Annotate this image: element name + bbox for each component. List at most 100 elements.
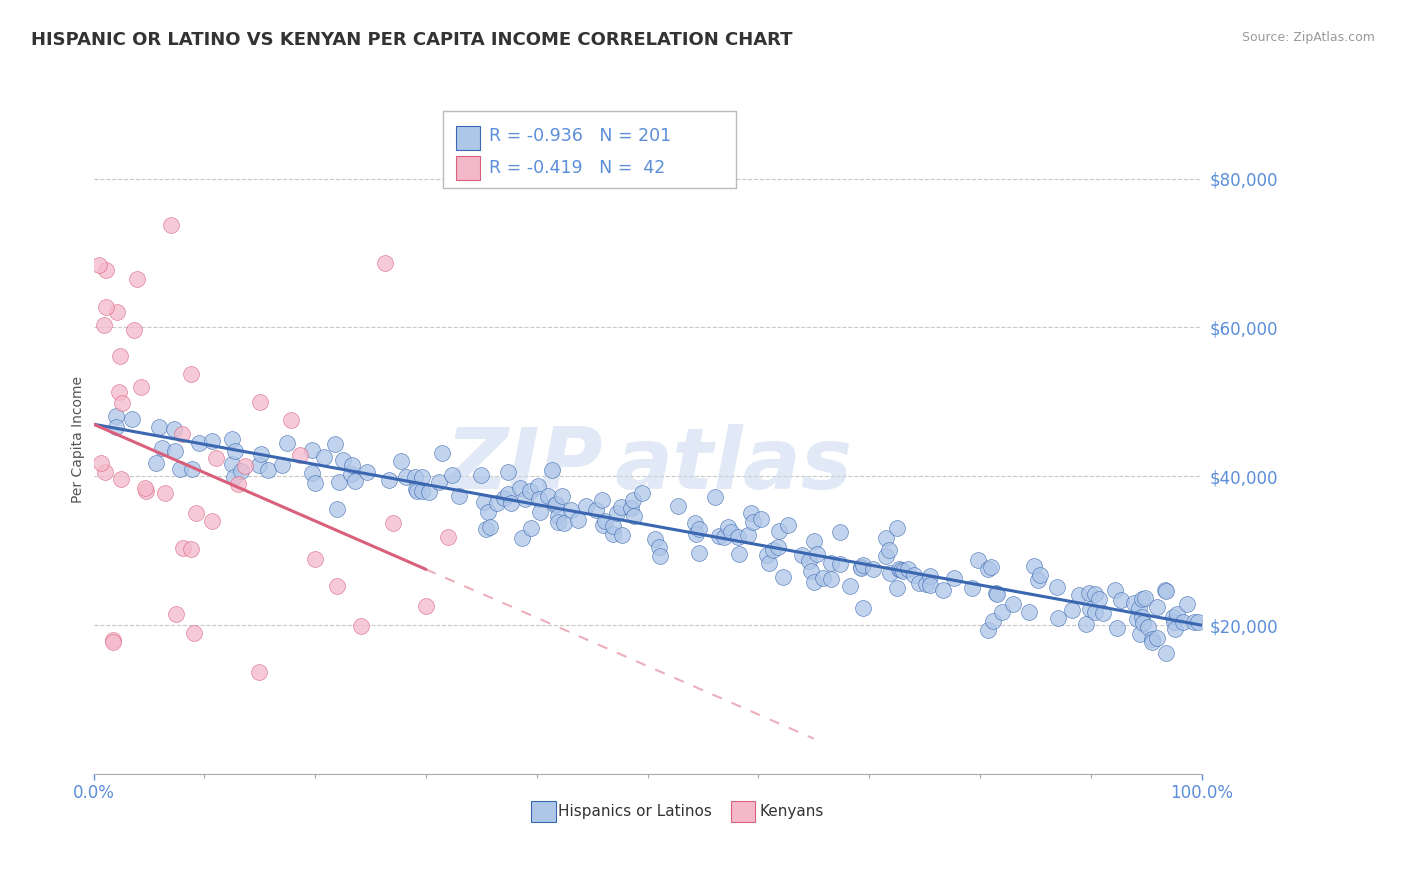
Bar — [456, 156, 481, 180]
Point — [135, 483, 157, 498]
Point — [93, 318, 115, 332]
Point — [932, 582, 955, 597]
Point — [340, 458, 363, 472]
Point — [620, 500, 643, 515]
Point — [981, 615, 1004, 629]
Point — [339, 467, 361, 482]
Point — [1088, 592, 1111, 607]
Point — [1046, 580, 1069, 594]
Point — [276, 436, 298, 450]
Point — [575, 499, 598, 513]
Point — [1001, 597, 1024, 611]
Point — [1164, 622, 1187, 636]
Text: ZIP: ZIP — [446, 425, 603, 508]
Point — [378, 474, 401, 488]
Point — [797, 554, 820, 568]
Point — [1153, 582, 1175, 597]
Point — [477, 505, 499, 519]
Point — [183, 626, 205, 640]
Point — [1130, 592, 1153, 607]
Point — [405, 483, 427, 497]
Point — [727, 530, 749, 544]
Point — [907, 576, 929, 591]
Point — [621, 492, 644, 507]
Point — [222, 470, 245, 484]
Point — [891, 565, 914, 579]
Point — [121, 412, 143, 426]
Point — [180, 542, 202, 557]
Point — [879, 566, 901, 581]
Point — [749, 512, 772, 526]
Point — [742, 515, 765, 529]
Point — [326, 501, 349, 516]
Point — [1130, 610, 1153, 624]
Point — [499, 496, 522, 510]
Point — [418, 484, 440, 499]
Point — [537, 489, 560, 503]
Point — [440, 467, 463, 482]
Point — [1154, 584, 1177, 599]
Point — [560, 502, 582, 516]
Point — [1078, 602, 1101, 616]
Point — [591, 492, 613, 507]
Point — [221, 457, 243, 471]
Point — [610, 528, 633, 542]
Point — [496, 487, 519, 501]
Point — [486, 496, 509, 510]
Point — [567, 513, 589, 527]
Point — [768, 524, 790, 538]
Point — [960, 581, 983, 595]
Point — [519, 483, 541, 498]
Point — [231, 464, 253, 478]
Point — [169, 462, 191, 476]
Point — [800, 564, 823, 578]
Point — [737, 528, 759, 542]
Point — [820, 557, 842, 571]
Point — [257, 463, 280, 477]
Point — [553, 516, 575, 531]
Point — [127, 272, 149, 286]
Point — [301, 443, 323, 458]
Point — [427, 475, 450, 490]
Point — [430, 446, 453, 460]
Point — [404, 470, 426, 484]
Point — [163, 422, 186, 436]
Point — [101, 634, 124, 648]
Point — [903, 568, 925, 582]
Point — [849, 560, 872, 574]
Point — [727, 547, 749, 561]
Bar — [456, 126, 481, 150]
Point — [685, 527, 707, 541]
Point — [740, 506, 762, 520]
Point — [328, 475, 350, 489]
Point — [703, 490, 725, 504]
Point — [108, 385, 131, 400]
Point — [201, 515, 224, 529]
Point — [980, 559, 1002, 574]
Point — [644, 532, 666, 546]
Point — [1104, 583, 1126, 598]
Point — [602, 527, 624, 541]
Point — [159, 218, 181, 232]
Point — [683, 516, 706, 530]
Point — [494, 491, 516, 506]
Point — [986, 587, 1008, 601]
Point — [602, 518, 624, 533]
Point — [280, 413, 302, 427]
Point — [411, 483, 433, 498]
Point — [1091, 606, 1114, 620]
Text: Source: ZipAtlas.com: Source: ZipAtlas.com — [1241, 31, 1375, 45]
Point — [915, 577, 938, 591]
Point — [762, 542, 785, 557]
Point — [713, 530, 735, 544]
Point — [94, 263, 117, 277]
Point — [527, 492, 550, 507]
Point — [406, 483, 429, 498]
Point — [172, 541, 194, 556]
Point — [592, 518, 614, 533]
Point — [389, 454, 412, 468]
Point — [1182, 615, 1205, 629]
Point — [394, 469, 416, 483]
Point — [877, 543, 900, 558]
Point — [1126, 612, 1149, 626]
